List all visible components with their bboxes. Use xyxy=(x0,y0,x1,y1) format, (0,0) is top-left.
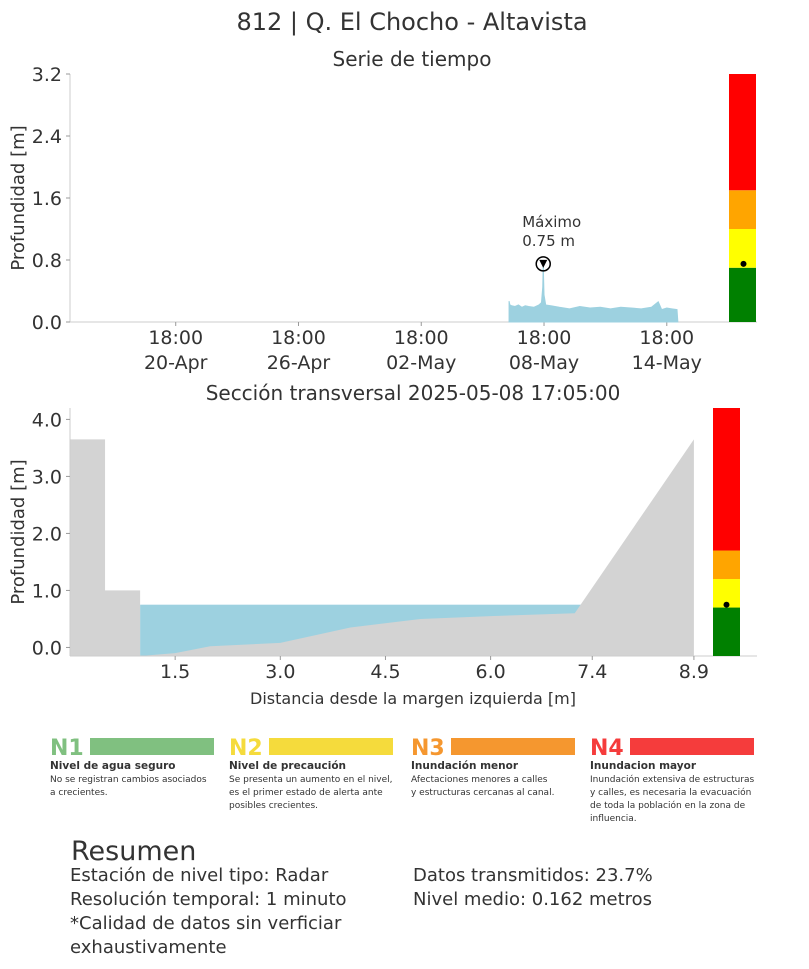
legend-description-line: Se presenta un aumento en el nivel, xyxy=(229,775,393,785)
y-tick-label: 3.2 xyxy=(32,64,62,86)
x-tick-time-label: 18:00 xyxy=(517,327,572,349)
x-tick-label: 3.0 xyxy=(265,661,295,683)
x-axis-label: Distancia desde la margen izquierda [m] xyxy=(250,689,576,708)
x-tick-label: 4.5 xyxy=(370,661,400,683)
y-tick-label: 4.0 xyxy=(32,409,62,431)
legend-color-bar xyxy=(630,738,754,755)
legend-description-line: Inundación extensiva de estructuras xyxy=(590,774,755,785)
summary-left-line: Resolución temporal: 1 minuto xyxy=(70,889,347,910)
y-tick-label: 1.6 xyxy=(32,188,62,210)
cross-section-title: Sección transversal 2025-05-08 17:05:00 xyxy=(206,381,621,405)
legend-color-bar xyxy=(90,738,214,755)
level-band-1 xyxy=(713,607,740,656)
y-tick-label: 1.0 xyxy=(32,580,62,602)
page-title: 812 | Q. El Chocho - Altavista xyxy=(236,8,587,36)
level-band-4 xyxy=(729,74,756,191)
summary-left-line: *Calidad de datos sin verficiar xyxy=(70,913,342,934)
level-band-3 xyxy=(729,190,756,229)
y-axis-label: Profundidad [m] xyxy=(8,125,29,270)
legend-description-line: es el primer estado de alerta ante xyxy=(229,788,383,798)
cross-section-chart: 0.0 1.0 2.0 3.0 4.0 Profundidad [m] 1.5 3.0 4.5 6… xyxy=(8,408,757,708)
y-axis-label: Profundidad [m] xyxy=(8,459,29,604)
y-tick-label: 2.4 xyxy=(32,126,62,148)
max-marker-triangle xyxy=(539,259,548,268)
legend-description-line: a crecientes. xyxy=(50,788,108,798)
y-tick-label: 3.0 xyxy=(32,466,62,488)
y-tick-label: 0.8 xyxy=(32,250,62,272)
summary-right-line: Nivel medio: 0.162 metros xyxy=(413,889,652,910)
summary-left-line: Estación de nivel tipo: Radar xyxy=(70,865,329,886)
x-tick-label: 1.5 xyxy=(160,661,190,683)
level-band-3 xyxy=(713,550,740,580)
legend-color-bar xyxy=(451,738,575,755)
y-tick-label: 2.0 xyxy=(32,523,62,545)
x-tick-label: 8.9 xyxy=(679,661,709,683)
summary-right-line: Datos transmitidos: 23.7% xyxy=(413,865,653,886)
time-series-chart: 0.0 0.8 1.6 2.4 3.2 Profundidad [m] 18:00 20-Ap… xyxy=(8,64,757,374)
legend-name: Nivel de precaución xyxy=(229,760,346,772)
legend-description-line: Afectaciones menores a calles xyxy=(411,775,548,785)
max-annotation-value: 0.75 m xyxy=(522,232,575,250)
legend-name: Inundacion mayor xyxy=(590,760,697,772)
legend-code: N4 xyxy=(590,736,624,761)
summary-left-line: exhaustivamente xyxy=(70,937,227,958)
x-tick-date-label: 08-May xyxy=(509,352,579,374)
legend-description-line: influencia. xyxy=(590,814,637,824)
x-tick-date-label: 20-Apr xyxy=(144,352,208,374)
current-level-dot xyxy=(723,601,730,608)
x-tick-date-label: 26-Apr xyxy=(267,352,331,374)
legend-code: N2 xyxy=(229,736,263,761)
x-tick-time-label: 18:00 xyxy=(148,327,203,349)
ground-profile xyxy=(70,439,694,656)
x-tick-date-label: 14-May xyxy=(632,352,702,374)
max-annotation-label: Máximo xyxy=(522,213,581,231)
level-band-4 xyxy=(713,408,740,551)
legend-name: Nivel de agua seguro xyxy=(50,760,175,772)
y-tick-label: 0.0 xyxy=(32,312,62,334)
summary-heading: Resumen xyxy=(71,836,196,867)
legend-description-line: posibles crecientes. xyxy=(229,801,318,811)
time-series-title: Serie de tiempo xyxy=(333,47,492,71)
x-tick-time-label: 18:00 xyxy=(394,327,449,349)
legend-description-line: No se registran cambios asociados xyxy=(50,775,207,785)
x-tick-time-label: 18:00 xyxy=(639,327,694,349)
legend-description-line: de toda la población en la zona de xyxy=(590,800,746,811)
x-tick-date-label: 02-May xyxy=(386,352,456,374)
legend-code: N3 xyxy=(411,736,445,761)
legend-description-line: y calles, es necesaria la evacuación xyxy=(590,787,751,798)
x-tick-label: 7.4 xyxy=(577,661,607,683)
x-tick-time-label: 18:00 xyxy=(271,327,326,349)
current-level-dot xyxy=(740,260,747,267)
depth-series-area xyxy=(508,263,679,323)
max-marker-ring xyxy=(535,256,551,272)
x-tick-label: 6.0 xyxy=(476,661,506,683)
legend-code: N1 xyxy=(50,736,84,761)
level-band-1 xyxy=(729,267,756,322)
legend-description-line: y estructuras cercanas al canal. xyxy=(411,788,554,798)
legend-color-bar xyxy=(269,738,393,755)
y-tick-label: 0.0 xyxy=(32,637,62,659)
legend-name: Inundación menor xyxy=(411,760,519,772)
